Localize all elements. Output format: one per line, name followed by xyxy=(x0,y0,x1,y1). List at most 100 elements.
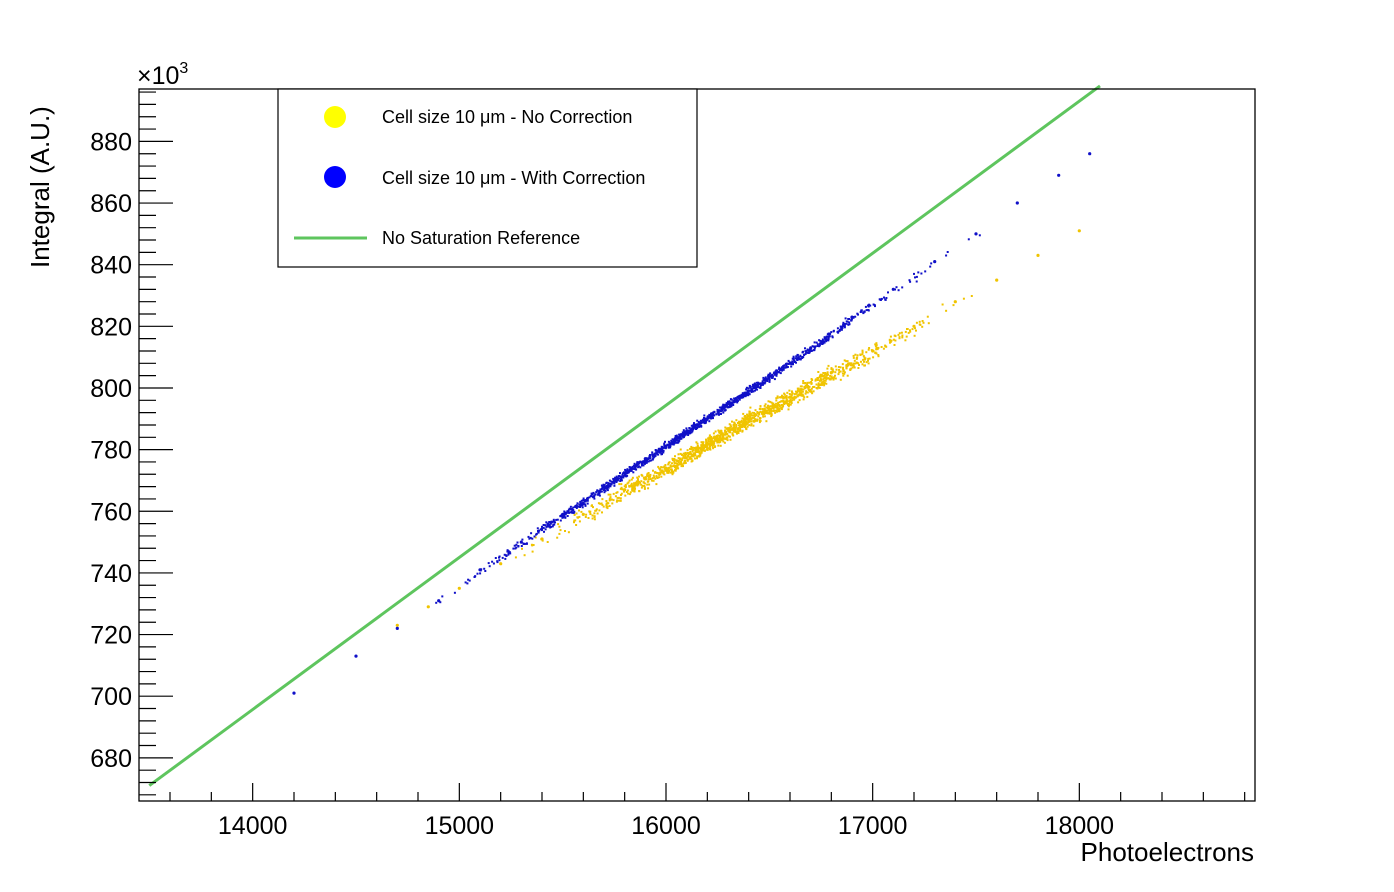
series-1-keypoint xyxy=(933,260,937,264)
data-point xyxy=(640,480,643,483)
data-point xyxy=(675,439,678,441)
data-point xyxy=(710,444,713,446)
data-point xyxy=(624,483,627,486)
data-point xyxy=(785,364,788,367)
data-point xyxy=(691,459,694,462)
data-point xyxy=(880,298,882,301)
data-point xyxy=(771,405,774,408)
data-point xyxy=(689,428,692,431)
data-point xyxy=(820,375,823,378)
data-point xyxy=(594,493,597,496)
data-point xyxy=(734,428,737,431)
data-point xyxy=(565,511,568,514)
data-point xyxy=(685,453,688,456)
data-point xyxy=(687,429,690,432)
data-point xyxy=(586,502,589,505)
data-point xyxy=(790,365,793,368)
data-point xyxy=(633,488,636,490)
data-point xyxy=(649,478,652,480)
data-point xyxy=(745,427,748,430)
data-point xyxy=(584,516,587,518)
data-point xyxy=(861,353,864,356)
data-point xyxy=(741,417,744,420)
data-point xyxy=(822,342,825,345)
data-point xyxy=(739,424,742,427)
data-point xyxy=(792,355,795,358)
data-point xyxy=(513,544,516,547)
series-1-keypoint xyxy=(850,315,854,319)
data-point xyxy=(778,401,781,404)
data-point xyxy=(752,420,755,423)
data-point xyxy=(770,401,773,404)
data-point xyxy=(726,405,729,408)
data-point xyxy=(816,379,819,381)
data-point xyxy=(593,494,596,497)
data-point xyxy=(617,477,620,480)
data-point xyxy=(704,418,707,421)
data-point xyxy=(641,474,644,477)
data-point xyxy=(728,405,731,408)
data-point xyxy=(801,351,804,354)
data-point xyxy=(656,450,659,453)
data-point xyxy=(849,368,852,371)
data-point xyxy=(680,437,683,440)
data-point xyxy=(793,360,796,363)
data-point xyxy=(488,565,491,568)
data-point xyxy=(775,402,778,405)
data-point xyxy=(962,297,965,300)
data-point xyxy=(530,532,533,535)
data-point xyxy=(744,394,747,397)
data-point xyxy=(819,339,822,342)
data-point xyxy=(698,425,700,428)
data-point xyxy=(803,354,806,356)
data-point xyxy=(848,323,851,326)
data-point xyxy=(605,504,608,507)
data-point xyxy=(692,446,695,449)
data-point xyxy=(802,380,805,382)
data-point xyxy=(641,484,644,487)
data-point xyxy=(817,371,820,373)
data-point xyxy=(760,384,762,387)
data-point xyxy=(867,359,869,362)
data-point xyxy=(633,465,636,468)
data-point xyxy=(843,372,846,375)
data-point xyxy=(650,459,653,462)
data-point xyxy=(649,457,652,460)
data-point xyxy=(847,362,850,365)
data-point xyxy=(574,504,577,507)
data-point xyxy=(782,400,785,402)
data-point xyxy=(821,381,824,384)
data-point xyxy=(593,497,596,500)
data-point xyxy=(692,423,695,426)
data-point xyxy=(867,357,870,360)
data-point xyxy=(781,406,784,409)
data-point xyxy=(855,357,858,360)
data-point xyxy=(525,542,528,545)
data-point xyxy=(733,429,736,432)
data-point xyxy=(702,421,705,424)
data-point xyxy=(751,385,754,388)
data-point xyxy=(703,417,705,419)
data-point xyxy=(466,582,469,585)
data-point xyxy=(915,321,918,324)
data-point xyxy=(788,393,791,395)
data-point xyxy=(685,427,688,430)
data-point xyxy=(748,393,751,396)
data-point xyxy=(635,465,638,468)
data-point xyxy=(915,275,918,278)
data-point xyxy=(633,462,636,465)
data-point xyxy=(607,502,610,505)
data-point xyxy=(783,393,786,396)
data-point xyxy=(735,424,738,426)
data-point xyxy=(592,506,594,509)
data-point xyxy=(541,539,544,542)
series-0-keypoint xyxy=(395,623,399,627)
data-point xyxy=(656,472,658,475)
data-point xyxy=(894,339,897,342)
data-point xyxy=(733,425,736,427)
data-point xyxy=(860,309,863,312)
data-point xyxy=(709,441,712,444)
data-point xyxy=(630,485,633,488)
data-point xyxy=(815,383,818,386)
series-0-keypoint xyxy=(953,300,957,304)
